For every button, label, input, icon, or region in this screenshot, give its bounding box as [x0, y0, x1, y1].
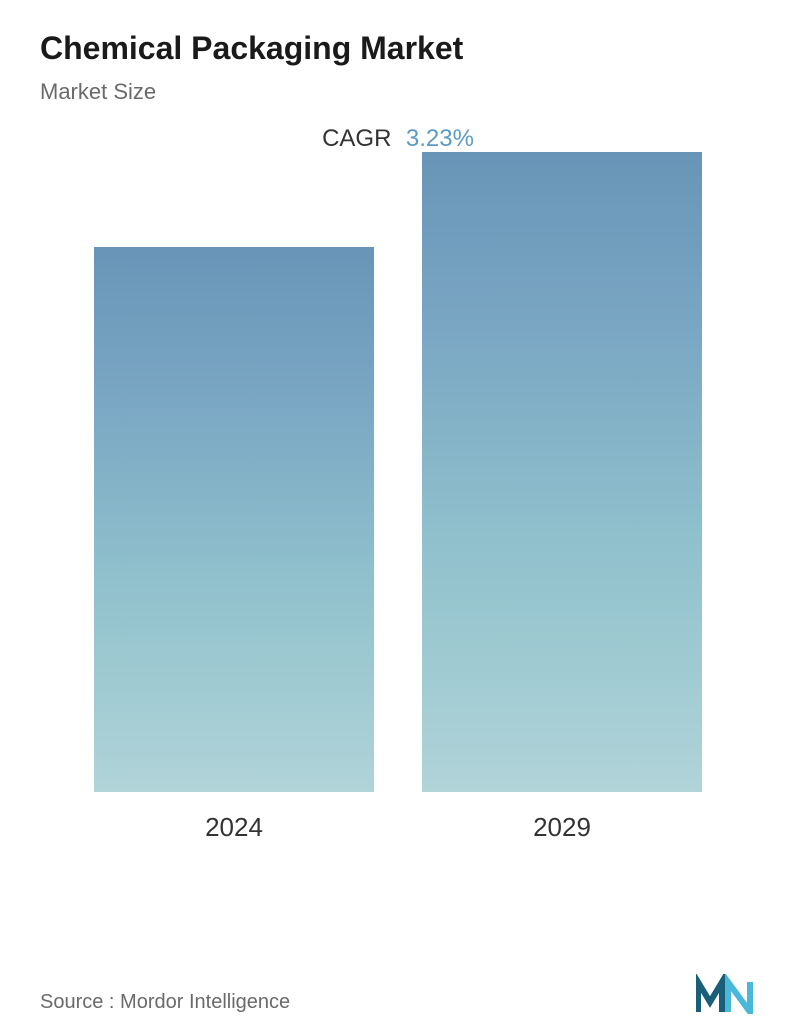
bar-chart: 2024 2029 — [40, 203, 756, 843]
chart-container: Chemical Packaging Market Market Size CA… — [0, 0, 796, 1034]
bar-1 — [422, 152, 702, 792]
bar-label-1: 2029 — [533, 812, 591, 843]
bar-group-1: 2029 — [422, 152, 702, 843]
bar-label-0: 2024 — [205, 812, 263, 843]
page-subtitle: Market Size — [40, 79, 756, 105]
mn-logo-icon — [696, 974, 756, 1014]
page-title: Chemical Packaging Market — [40, 30, 756, 67]
bar-0 — [94, 247, 374, 792]
cagr-row: CAGR 3.23% — [40, 125, 756, 153]
cagr-value: 3.23% — [406, 125, 474, 152]
bar-group-0: 2024 — [94, 247, 374, 843]
cagr-label: CAGR — [322, 125, 391, 152]
source-label: Source : — [40, 991, 114, 1013]
footer: Source : Mordor Intelligence — [40, 944, 756, 1014]
source-text: Source : Mordor Intelligence — [40, 991, 290, 1014]
source-name: Mordor Intelligence — [120, 991, 290, 1013]
